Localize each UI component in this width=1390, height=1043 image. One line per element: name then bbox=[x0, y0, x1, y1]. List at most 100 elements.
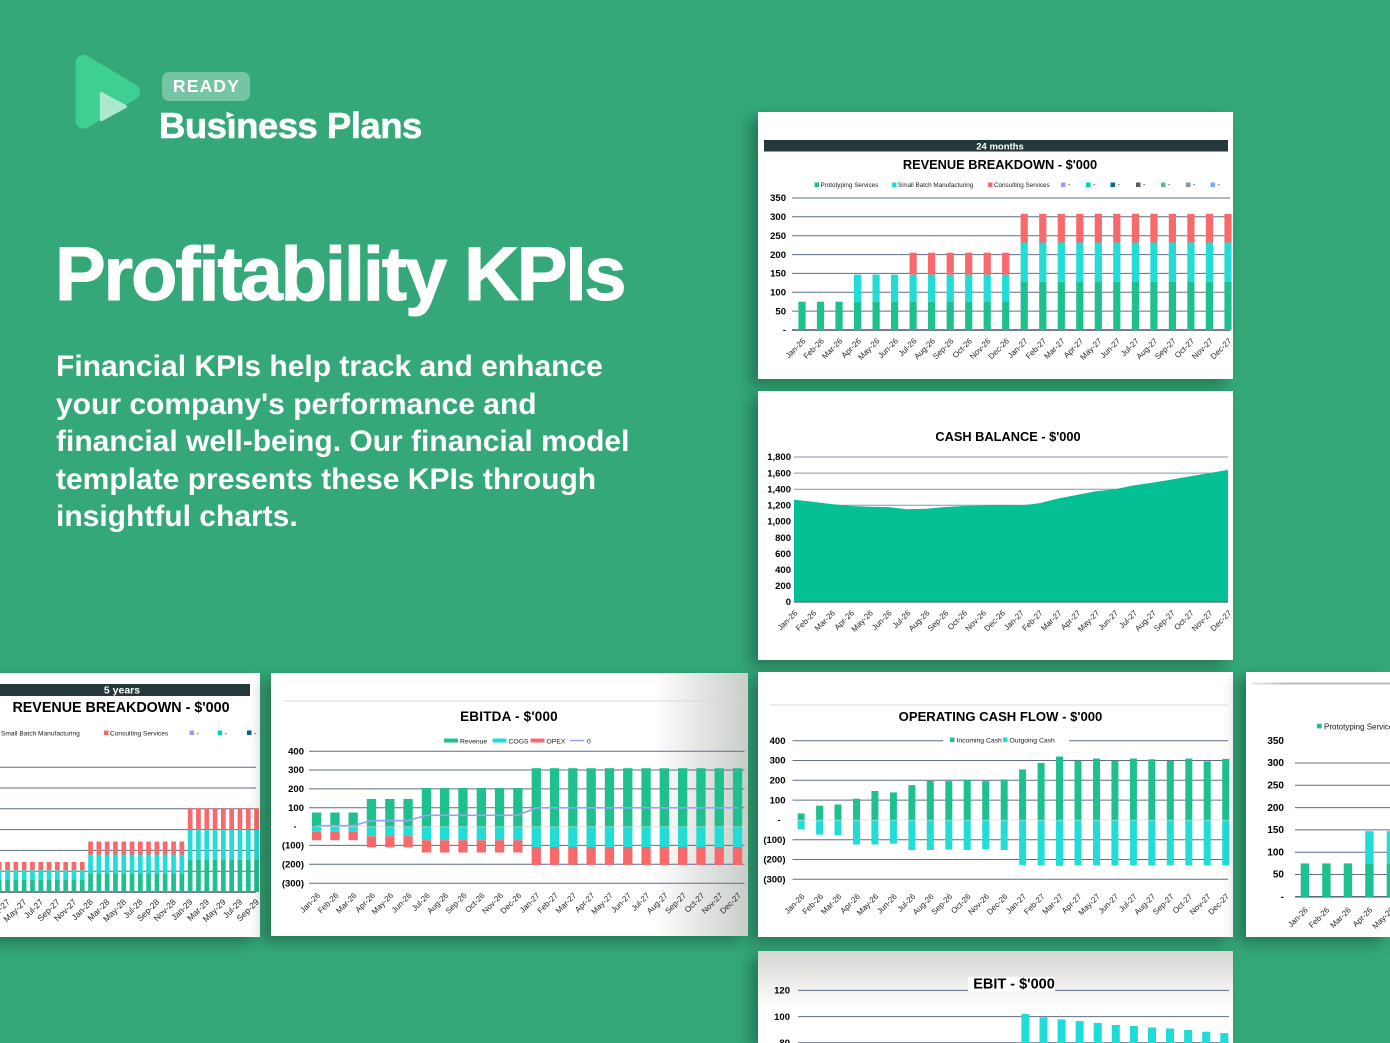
svg-text:200: 200 bbox=[775, 581, 791, 592]
svg-text:-: - bbox=[1281, 892, 1284, 903]
svg-text:Jun-26: Jun-26 bbox=[390, 891, 414, 915]
svg-text:Jun-27: Jun-27 bbox=[1099, 336, 1123, 360]
svg-text:Prototyping Services: Prototyping Services bbox=[821, 182, 879, 189]
svg-text:Feb-26: Feb-26 bbox=[1307, 905, 1332, 930]
svg-text:Mar-27: Mar-27 bbox=[1039, 608, 1064, 633]
svg-text:5 years: 5 years bbox=[104, 685, 140, 697]
svg-text:May-27: May-27 bbox=[1076, 608, 1102, 634]
svg-text:250: 250 bbox=[1267, 781, 1284, 792]
svg-text:200: 200 bbox=[1267, 803, 1284, 814]
svg-text:(300): (300) bbox=[282, 878, 304, 889]
svg-text:350: 350 bbox=[770, 193, 786, 204]
svg-text:600: 600 bbox=[775, 549, 791, 560]
svg-text:-: - bbox=[225, 731, 228, 738]
svg-text:(300): (300) bbox=[763, 875, 785, 886]
svg-text:-: - bbox=[1143, 182, 1146, 189]
svg-text:-: - bbox=[197, 731, 200, 738]
svg-text:1,600: 1,600 bbox=[767, 468, 791, 479]
svg-text:-: - bbox=[1193, 182, 1196, 189]
svg-text:50: 50 bbox=[775, 306, 786, 317]
svg-text:Sep-26: Sep-26 bbox=[444, 891, 469, 916]
svg-text:Dec-27: Dec-27 bbox=[1209, 608, 1233, 633]
svg-text:Dec-27: Dec-27 bbox=[1209, 336, 1233, 361]
svg-text:May-26: May-26 bbox=[850, 608, 876, 634]
svg-text:Dec-26: Dec-26 bbox=[982, 608, 1007, 633]
svg-text:24 months: 24 months bbox=[976, 141, 1024, 152]
svg-text:Sep-27: Sep-27 bbox=[1153, 336, 1178, 361]
svg-text:Mar-26: Mar-26 bbox=[813, 608, 838, 633]
svg-text:Prototyping Services: Prototyping Services bbox=[1324, 722, 1390, 731]
svg-text:Consulting Services: Consulting Services bbox=[994, 182, 1050, 189]
svg-text:200: 200 bbox=[288, 784, 304, 795]
svg-text:Mar-26: Mar-26 bbox=[819, 892, 844, 917]
svg-text:-: - bbox=[1068, 182, 1071, 189]
svg-text:Incoming Cash: Incoming Cash bbox=[957, 738, 1003, 745]
svg-text:(200): (200) bbox=[763, 855, 785, 866]
svg-text:Jun-27: Jun-27 bbox=[1097, 608, 1121, 632]
svg-text:CASH BALANCE - $'000: CASH BALANCE - $'000 bbox=[935, 429, 1080, 444]
svg-text:Dec-26: Dec-26 bbox=[987, 336, 1012, 361]
svg-text:May-26: May-26 bbox=[1371, 905, 1390, 931]
svg-text:400: 400 bbox=[288, 746, 304, 757]
svg-text:100: 100 bbox=[1267, 847, 1284, 858]
svg-text:Dec-27: Dec-27 bbox=[1207, 892, 1232, 917]
svg-text:-: - bbox=[1218, 182, 1221, 189]
svg-text:50: 50 bbox=[1273, 870, 1285, 881]
svg-text:Jun-26: Jun-26 bbox=[870, 608, 894, 632]
svg-text:0: 0 bbox=[587, 739, 591, 746]
svg-text:Small Batch Manufacturing: Small Batch Manufacturing bbox=[898, 182, 974, 189]
svg-text:Dec-27: Dec-27 bbox=[718, 891, 743, 916]
svg-text:Sep-27: Sep-27 bbox=[1151, 892, 1176, 917]
svg-text:Jun-27: Jun-27 bbox=[609, 891, 633, 915]
svg-text:May-27: May-27 bbox=[1078, 336, 1104, 362]
svg-text:Sep-26: Sep-26 bbox=[926, 608, 951, 633]
svg-text:Mar-27: Mar-27 bbox=[1041, 892, 1066, 917]
svg-text:0: 0 bbox=[786, 597, 791, 608]
svg-text:Mar-27: Mar-27 bbox=[1042, 336, 1067, 361]
svg-text:350: 350 bbox=[1267, 736, 1284, 747]
svg-text:-: - bbox=[294, 821, 297, 831]
svg-text:300: 300 bbox=[288, 765, 304, 776]
svg-text:Sep-26: Sep-26 bbox=[930, 892, 955, 917]
svg-text:(100): (100) bbox=[763, 835, 785, 846]
svg-text:-: - bbox=[1093, 182, 1096, 189]
svg-text:Mar-27: Mar-27 bbox=[554, 891, 579, 916]
svg-text:Sep-27: Sep-27 bbox=[663, 891, 688, 916]
svg-text:Jun-27: Jun-27 bbox=[1097, 892, 1121, 916]
svg-text:-: - bbox=[1168, 182, 1171, 189]
svg-text:-: - bbox=[777, 815, 780, 826]
svg-text:Dec-26: Dec-26 bbox=[985, 892, 1010, 917]
svg-text:(100): (100) bbox=[282, 841, 304, 852]
svg-text:300: 300 bbox=[770, 212, 786, 223]
svg-text:400: 400 bbox=[770, 736, 786, 747]
svg-text:EBIT - $'000: EBIT - $'000 bbox=[973, 976, 1055, 992]
svg-text:Jun-26: Jun-26 bbox=[875, 892, 899, 916]
svg-text:Small Batch Manufacturing: Small Batch Manufacturing bbox=[1, 731, 80, 738]
svg-text:Outgoing Cash: Outgoing Cash bbox=[1010, 738, 1056, 745]
svg-text:100: 100 bbox=[774, 1012, 790, 1023]
svg-text:100: 100 bbox=[770, 795, 786, 806]
svg-text:200: 200 bbox=[770, 250, 786, 261]
svg-text:Sep-27: Sep-27 bbox=[1152, 608, 1177, 633]
svg-text:Revenue: Revenue bbox=[460, 739, 487, 746]
svg-text:400: 400 bbox=[775, 565, 791, 576]
svg-text:May-26: May-26 bbox=[856, 336, 882, 362]
svg-text:300: 300 bbox=[1267, 758, 1284, 769]
svg-text:Sep-26: Sep-26 bbox=[931, 336, 956, 361]
svg-text:200: 200 bbox=[770, 776, 786, 787]
svg-text:Dec-26: Dec-26 bbox=[499, 891, 524, 916]
svg-text:-: - bbox=[1118, 182, 1121, 189]
svg-text:COGS: COGS bbox=[509, 739, 529, 746]
svg-text:150: 150 bbox=[770, 269, 786, 280]
svg-text:1,400: 1,400 bbox=[767, 484, 791, 495]
svg-text:100: 100 bbox=[770, 288, 786, 299]
svg-text:1,800: 1,800 bbox=[767, 452, 791, 463]
svg-text:OPERATING CASH FLOW - $'000: OPERATING CASH FLOW - $'000 bbox=[899, 709, 1103, 724]
svg-text:800: 800 bbox=[775, 533, 791, 544]
svg-text:REVENUE BREAKDOWN - $'000: REVENUE BREAKDOWN - $'000 bbox=[903, 157, 1097, 172]
svg-text:OPEX: OPEX bbox=[547, 739, 566, 746]
svg-text:Jan-26: Jan-26 bbox=[1286, 905, 1310, 929]
svg-text:300: 300 bbox=[770, 756, 786, 767]
svg-text:Mar-26: Mar-26 bbox=[334, 891, 359, 916]
svg-text:-: - bbox=[254, 731, 257, 738]
